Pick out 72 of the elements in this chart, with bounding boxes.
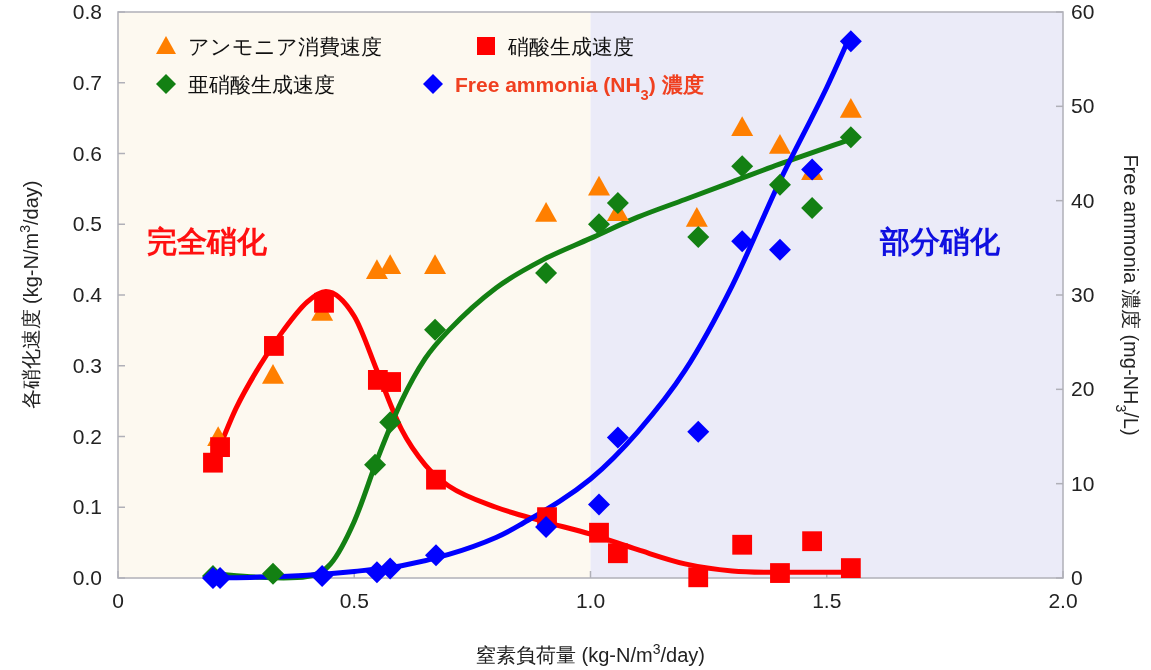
point <box>768 173 791 196</box>
point <box>768 238 791 261</box>
y2-tick-label: 10 <box>1071 471 1095 495</box>
x-tick-label: 0.5 <box>339 589 369 612</box>
point <box>311 565 334 588</box>
point <box>732 534 753 555</box>
legend-label: 硝酸生成速度 <box>507 35 634 58</box>
point <box>801 196 824 219</box>
point <box>365 259 388 280</box>
point <box>802 531 822 552</box>
point <box>688 567 709 588</box>
point <box>588 175 611 196</box>
y2-tick-label: 30 <box>1071 283 1095 306</box>
point <box>685 206 708 227</box>
y-tick-label: 0.6 <box>72 141 102 165</box>
y-tick-label: 0.7 <box>72 70 102 94</box>
point <box>424 544 447 567</box>
point <box>588 493 611 516</box>
x-tick-label: 1.5 <box>812 589 842 612</box>
point <box>210 437 230 458</box>
legend-label: アンモニア消費速度 <box>188 35 382 58</box>
point <box>264 336 284 356</box>
point <box>381 372 402 392</box>
y-tick-label: 0.5 <box>72 212 102 236</box>
point <box>839 30 862 53</box>
point <box>424 254 447 275</box>
y2-tick-label: 50 <box>1071 94 1095 118</box>
y-tick-label: 0.2 <box>72 424 102 448</box>
y-tick-label: 0.0 <box>72 566 102 589</box>
point <box>768 134 791 154</box>
y-tick-label: 0.4 <box>72 283 103 306</box>
point <box>426 469 446 490</box>
point <box>379 557 402 580</box>
point <box>314 292 334 313</box>
point <box>731 155 754 178</box>
y-tick-label: 0.3 <box>72 353 102 377</box>
legend-label: 亜硝酸生成速度 <box>188 73 335 96</box>
point <box>606 426 629 449</box>
point <box>535 201 558 222</box>
point <box>687 420 710 443</box>
point <box>606 192 629 215</box>
x-tick-label: 1.0 <box>575 589 606 612</box>
y2-tick-label: 0 <box>1071 566 1083 589</box>
point <box>261 363 284 384</box>
point <box>588 213 611 236</box>
point <box>770 563 790 583</box>
point <box>839 126 862 149</box>
y2-tick-label: 20 <box>1071 377 1095 401</box>
point <box>687 225 710 248</box>
x-tick-label: 0 <box>112 589 124 612</box>
point <box>364 453 387 476</box>
point <box>608 543 628 564</box>
point <box>589 522 609 543</box>
point <box>535 516 558 539</box>
point <box>731 116 754 137</box>
annotation: 部分硝化 <box>879 225 1001 258</box>
y2-tick-label: 60 <box>1071 0 1095 23</box>
point <box>379 254 402 275</box>
y-tick-label: 0.8 <box>72 0 102 23</box>
point <box>424 318 447 341</box>
point <box>840 558 861 578</box>
y-tick-label: 0.1 <box>72 495 102 519</box>
y2-tick-label: 40 <box>1071 188 1095 212</box>
point <box>731 230 754 253</box>
point <box>379 411 402 434</box>
point <box>535 262 558 285</box>
legend-label: Free ammonia (NH$_{3}$) 濃度 <box>455 73 704 103</box>
point <box>839 97 862 118</box>
x-axis-title: 窒素負荷量 (kg-N/m$^{3}$/day) <box>476 641 705 666</box>
point <box>261 562 284 585</box>
annotation: 完全硝化 <box>147 225 268 258</box>
x-tick-label: 2.0 <box>1048 589 1078 612</box>
